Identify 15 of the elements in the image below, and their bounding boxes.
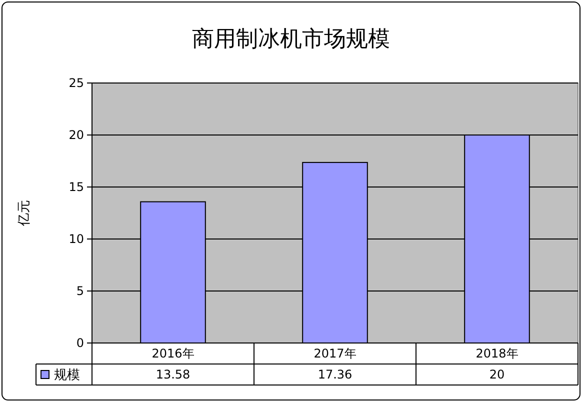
data-label: 13.58 <box>156 368 190 382</box>
y-tick-label: 20 <box>68 128 84 142</box>
x-tick-label: 2016年 <box>152 346 194 361</box>
y-tick-label: 5 <box>76 284 84 298</box>
chart-title: 商用制冰机市场规模 <box>192 27 390 52</box>
legend-label: 规模 <box>54 368 80 384</box>
y-tick-label: 15 <box>68 180 84 194</box>
x-tick-label: 2017年 <box>314 346 356 361</box>
data-label: 17.36 <box>318 368 352 382</box>
y-axis-title: 亿元 <box>17 200 32 227</box>
y-tick-label: 0 <box>76 336 84 350</box>
x-tick-label: 2018年 <box>476 346 518 361</box>
data-label: 20 <box>489 368 505 382</box>
y-tick-label: 25 <box>68 76 84 90</box>
y-tick-label: 10 <box>68 232 84 246</box>
